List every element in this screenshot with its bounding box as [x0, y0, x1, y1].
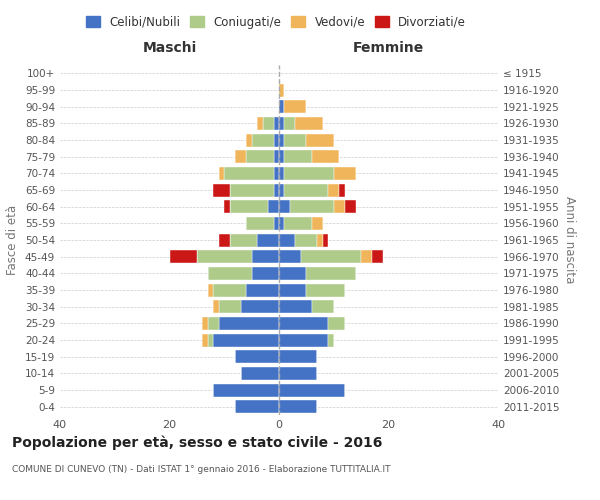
Bar	[230, 200, 268, 213]
Bar	[251, 267, 279, 280]
Bar	[334, 167, 356, 180]
Text: Maschi: Maschi	[142, 41, 197, 55]
Bar	[284, 167, 334, 180]
Bar	[295, 234, 317, 246]
Bar	[317, 234, 323, 246]
Bar	[284, 150, 312, 163]
Bar	[219, 167, 224, 180]
Bar	[263, 117, 274, 130]
Bar	[279, 200, 290, 213]
Bar	[169, 250, 197, 263]
Bar	[295, 117, 323, 130]
Bar	[284, 217, 312, 230]
Bar	[279, 150, 284, 163]
Bar	[257, 117, 263, 130]
Bar	[279, 117, 284, 130]
Bar	[279, 184, 284, 196]
Bar	[372, 250, 383, 263]
Bar	[307, 134, 334, 146]
Bar	[279, 84, 284, 96]
Bar	[279, 367, 317, 380]
Text: Femmine: Femmine	[353, 41, 424, 55]
Text: COMUNE DI CUNEVO (TN) - Dati ISTAT 1° gennaio 2016 - Elaborazione TUTTITALIA.IT: COMUNE DI CUNEVO (TN) - Dati ISTAT 1° ge…	[12, 465, 391, 474]
Bar	[268, 200, 279, 213]
Bar	[279, 284, 307, 296]
Bar	[241, 300, 279, 313]
Bar	[328, 184, 339, 196]
Bar	[219, 234, 230, 246]
Bar	[279, 350, 317, 363]
Bar	[246, 150, 274, 163]
Bar	[197, 250, 251, 263]
Bar	[246, 284, 279, 296]
Bar	[214, 300, 219, 313]
Bar	[251, 250, 279, 263]
Bar	[230, 234, 257, 246]
Bar	[274, 217, 279, 230]
Bar	[224, 200, 230, 213]
Bar	[246, 134, 251, 146]
Bar	[274, 184, 279, 196]
Bar	[284, 117, 295, 130]
Bar	[279, 167, 284, 180]
Legend: Celibi/Nubili, Coniugati/e, Vedovi/e, Divorziati/e: Celibi/Nubili, Coniugati/e, Vedovi/e, Di…	[81, 11, 471, 34]
Bar	[279, 250, 301, 263]
Bar	[246, 217, 274, 230]
Bar	[274, 117, 279, 130]
Bar	[323, 234, 328, 246]
Bar	[301, 250, 361, 263]
Bar	[312, 300, 334, 313]
Bar	[274, 134, 279, 146]
Bar	[339, 184, 345, 196]
Bar	[274, 150, 279, 163]
Bar	[208, 267, 251, 280]
Bar	[328, 317, 345, 330]
Bar	[214, 384, 279, 396]
Bar	[208, 317, 219, 330]
Bar	[290, 200, 334, 213]
Y-axis label: Fasce di età: Fasce di età	[7, 205, 19, 275]
Bar	[241, 367, 279, 380]
Bar	[312, 217, 323, 230]
Bar	[307, 284, 344, 296]
Bar	[279, 317, 328, 330]
Bar	[279, 134, 284, 146]
Bar	[334, 200, 344, 213]
Text: Popolazione per età, sesso e stato civile - 2016: Popolazione per età, sesso e stato civil…	[12, 435, 382, 450]
Bar	[279, 384, 345, 396]
Bar	[202, 317, 208, 330]
Bar	[279, 234, 295, 246]
Bar	[274, 167, 279, 180]
Bar	[235, 150, 246, 163]
Bar	[284, 100, 307, 113]
Bar	[279, 334, 328, 346]
Bar	[219, 317, 279, 330]
Bar	[284, 184, 328, 196]
Bar	[328, 334, 334, 346]
Bar	[235, 400, 279, 413]
Bar	[284, 134, 307, 146]
Bar	[279, 100, 284, 113]
Bar	[345, 200, 356, 213]
Bar	[202, 334, 208, 346]
Bar	[279, 300, 312, 313]
Bar	[361, 250, 372, 263]
Bar	[208, 284, 214, 296]
Bar	[224, 167, 274, 180]
Bar	[219, 300, 241, 313]
Bar	[208, 334, 214, 346]
Bar	[230, 184, 274, 196]
Bar	[307, 267, 356, 280]
Bar	[257, 234, 279, 246]
Bar	[214, 184, 230, 196]
Bar	[251, 134, 274, 146]
Bar	[213, 284, 246, 296]
Y-axis label: Anni di nascita: Anni di nascita	[563, 196, 576, 284]
Bar	[279, 217, 284, 230]
Bar	[279, 267, 307, 280]
Bar	[312, 150, 339, 163]
Bar	[214, 334, 279, 346]
Bar	[279, 400, 317, 413]
Bar	[235, 350, 279, 363]
